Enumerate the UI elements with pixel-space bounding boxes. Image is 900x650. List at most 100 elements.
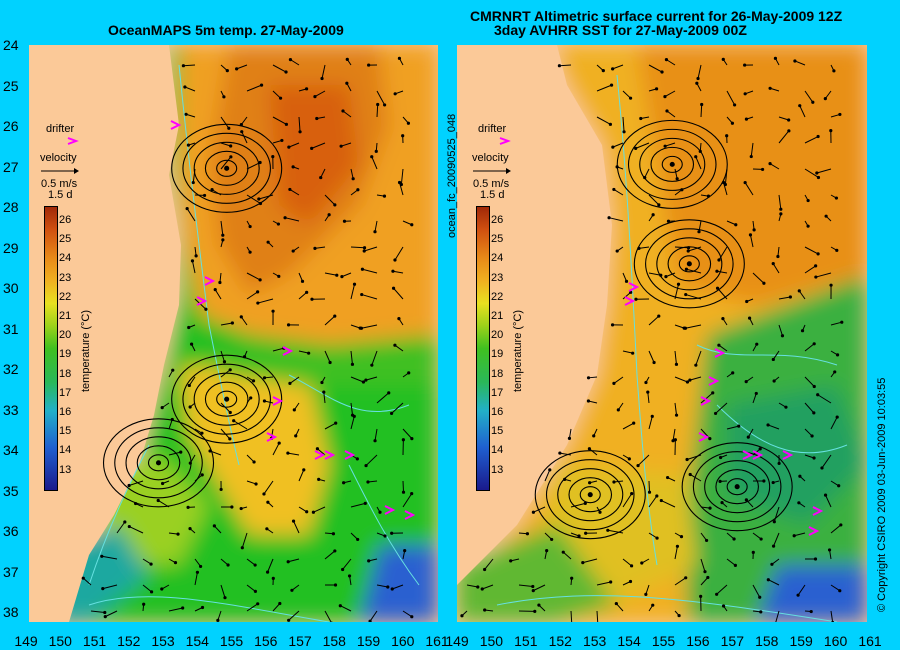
eddy-center bbox=[686, 261, 692, 267]
current-vector bbox=[209, 450, 222, 456]
current-vector-head bbox=[401, 438, 405, 442]
current-vector-head bbox=[631, 351, 635, 355]
current-vector-head bbox=[673, 438, 677, 442]
colorbar-tick-label: 20 bbox=[59, 329, 72, 342]
current-vector bbox=[533, 506, 546, 513]
current-vector-head bbox=[733, 103, 737, 107]
current-vector-head bbox=[800, 329, 805, 333]
current-vector bbox=[350, 502, 366, 508]
current-vector-head bbox=[345, 57, 349, 61]
drifter-marker bbox=[344, 450, 356, 460]
current-vector bbox=[797, 584, 806, 596]
current-vector bbox=[825, 494, 832, 508]
current-vector bbox=[342, 110, 352, 118]
current-vector-head bbox=[339, 144, 343, 148]
current-vector-head bbox=[256, 602, 260, 606]
current-vector-head bbox=[81, 576, 85, 580]
longitude-label: 156 bbox=[686, 633, 710, 649]
drifter-marker bbox=[196, 296, 208, 306]
current-vector-head bbox=[831, 620, 835, 622]
current-vector bbox=[102, 584, 118, 590]
current-vector-head bbox=[531, 589, 535, 593]
current-vector-head bbox=[634, 297, 638, 301]
current-vector-head bbox=[265, 527, 269, 531]
drifter-marker bbox=[714, 348, 726, 358]
current-vector-head bbox=[772, 379, 776, 383]
current-vector-head bbox=[391, 286, 396, 290]
current-vector-head bbox=[833, 370, 837, 374]
current-vector-head bbox=[608, 122, 612, 126]
latitude-label: 33 bbox=[3, 401, 19, 418]
current-vector bbox=[364, 246, 378, 252]
current-vector bbox=[392, 270, 404, 274]
current-vector bbox=[272, 442, 280, 456]
current-vector-head bbox=[509, 559, 513, 563]
current-vector-head bbox=[188, 405, 192, 409]
current-vector-head bbox=[313, 94, 317, 99]
current-vector-head bbox=[179, 450, 183, 454]
eddy-streamline bbox=[627, 128, 717, 200]
current-vector-head bbox=[588, 481, 592, 485]
current-vector bbox=[700, 104, 703, 118]
current-vector bbox=[674, 402, 678, 416]
eddy-streamline bbox=[678, 255, 700, 273]
current-vector-head bbox=[355, 457, 359, 461]
current-vector-head bbox=[200, 431, 204, 435]
current-vector bbox=[105, 610, 118, 618]
current-vector-head bbox=[759, 537, 763, 541]
current-vector bbox=[689, 376, 702, 381]
current-vector-head bbox=[827, 548, 832, 552]
current-vector-head bbox=[771, 262, 775, 266]
current-vector bbox=[220, 369, 231, 378]
current-vector-head bbox=[779, 212, 783, 216]
current-vector bbox=[183, 64, 196, 67]
current-vector bbox=[716, 270, 728, 274]
current-vector bbox=[648, 64, 663, 73]
current-vector-head bbox=[657, 203, 661, 207]
current-vector bbox=[821, 454, 832, 469]
current-vector bbox=[188, 376, 196, 386]
latitude-label: 38 bbox=[3, 604, 19, 620]
current-vector bbox=[664, 142, 676, 147]
current-vector-head bbox=[627, 457, 631, 461]
colorbar-tick-label: 26 bbox=[491, 214, 504, 226]
current-vector bbox=[804, 376, 815, 387]
current-vector-head bbox=[277, 274, 281, 278]
latitude-label: 36 bbox=[3, 523, 19, 539]
current-vector-head bbox=[315, 447, 320, 451]
current-vector bbox=[794, 60, 806, 66]
current-vector-head bbox=[758, 595, 762, 599]
current-vector-head bbox=[200, 605, 205, 610]
current-vector-head bbox=[810, 434, 814, 438]
current-vector-head bbox=[186, 505, 190, 509]
eddy-streamline bbox=[616, 119, 728, 209]
current-vector-head bbox=[286, 560, 290, 564]
current-vector-head bbox=[195, 570, 200, 574]
current-vector-head bbox=[697, 230, 701, 234]
longitude-label: 161 bbox=[425, 633, 449, 649]
current-vector-head bbox=[288, 187, 292, 192]
colorbar-tick-label: 26 bbox=[59, 214, 72, 226]
eddy-streamline bbox=[102, 418, 215, 508]
current-vector-head bbox=[364, 378, 368, 382]
current-vector bbox=[240, 316, 248, 326]
current-vector bbox=[350, 246, 365, 249]
current-vector-head bbox=[216, 618, 220, 622]
current-vector-head bbox=[271, 309, 275, 313]
current-vector-head bbox=[721, 604, 726, 608]
latitude-label: 34 bbox=[3, 442, 19, 458]
colorbar-tick-label: 17 bbox=[59, 386, 72, 399]
current-vector bbox=[220, 220, 224, 236]
current-vector bbox=[233, 420, 248, 430]
current-vector bbox=[402, 610, 413, 618]
current-vector-head bbox=[383, 534, 387, 538]
colorbar-tick-label: 18 bbox=[59, 367, 72, 380]
colorbar-tick-label: 17 bbox=[491, 386, 504, 399]
longitude-label: 156 bbox=[254, 633, 278, 649]
current-vector-head bbox=[307, 351, 311, 355]
current-vector bbox=[637, 454, 650, 466]
latitude-label: 37 bbox=[3, 563, 19, 580]
current-vector bbox=[622, 422, 634, 430]
current-vector-head bbox=[676, 282, 681, 286]
current-vector-head bbox=[700, 102, 704, 107]
